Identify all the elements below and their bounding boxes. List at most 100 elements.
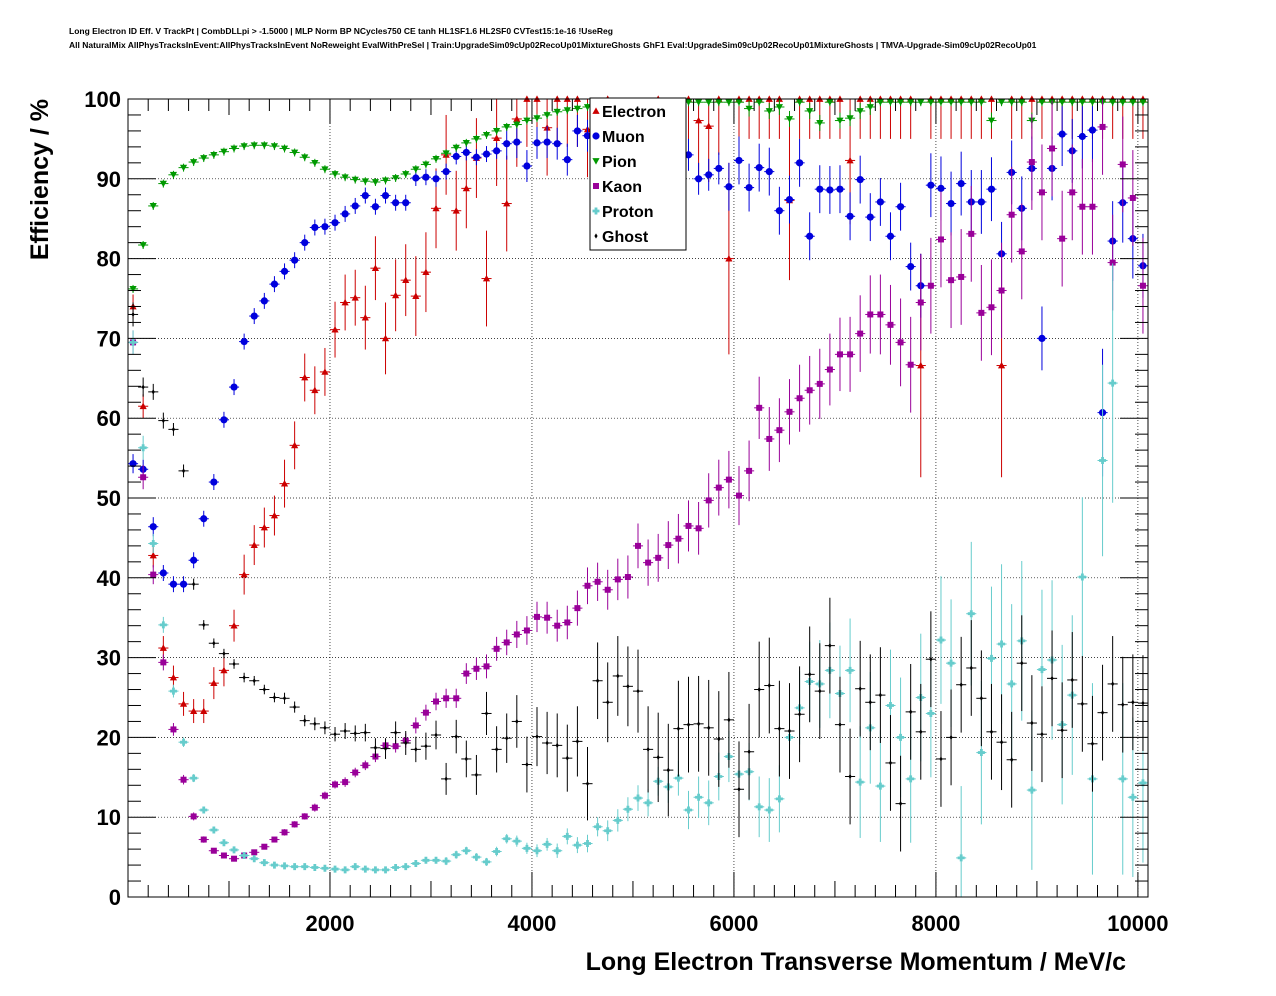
- data-point: [200, 707, 208, 714]
- data-point: [371, 203, 380, 211]
- data-point: [281, 829, 288, 836]
- data-point: [675, 535, 682, 542]
- data-point: [1141, 700, 1145, 706]
- data-point: [1078, 573, 1086, 581]
- data-point: [563, 156, 571, 164]
- data-point: [543, 138, 551, 146]
- data-point: [464, 756, 468, 762]
- legend-marker: [593, 183, 599, 189]
- data-point: [826, 99, 834, 106]
- data-point: [495, 746, 499, 752]
- data-point: [210, 826, 218, 834]
- data-point: [525, 761, 529, 768]
- data-point: [523, 627, 530, 634]
- data-point: [888, 760, 893, 766]
- data-point: [260, 142, 268, 149]
- data-point: [887, 321, 894, 328]
- data-point: [513, 837, 521, 845]
- data-point: [192, 581, 196, 587]
- data-point: [472, 136, 481, 143]
- data-point: [129, 338, 137, 346]
- data-point: [169, 687, 177, 695]
- data-point: [230, 622, 238, 629]
- data-point: [735, 492, 742, 499]
- data-point: [371, 264, 380, 272]
- data-point: [443, 695, 450, 702]
- data-point: [563, 107, 571, 114]
- data-point: [1088, 126, 1097, 134]
- x-tick-label: 4000: [507, 911, 556, 936]
- data-point: [402, 171, 410, 178]
- data-point: [676, 726, 680, 732]
- data-point: [857, 330, 864, 337]
- data-point: [957, 179, 965, 188]
- data-point: [997, 361, 1006, 369]
- data-point: [866, 104, 874, 111]
- data-point: [200, 155, 208, 162]
- data-point: [604, 586, 611, 593]
- data-point: [836, 185, 844, 193]
- series-kaon: [128, 99, 1148, 862]
- data-point: [1010, 757, 1014, 763]
- data-point: [694, 175, 703, 183]
- data-point: [646, 746, 650, 752]
- data-point: [1079, 203, 1086, 210]
- data-point: [767, 682, 771, 689]
- data-point: [614, 576, 621, 583]
- data-point: [655, 554, 662, 561]
- data-point: [686, 722, 691, 728]
- data-point: [1078, 132, 1086, 141]
- data-point: [361, 178, 369, 185]
- data-point: [1070, 677, 1074, 683]
- y-tick-label: 30: [97, 646, 121, 671]
- data-point: [1058, 99, 1066, 106]
- data-point: [190, 774, 198, 782]
- data-point: [281, 862, 289, 870]
- data-point: [666, 767, 670, 773]
- data-point: [797, 711, 802, 717]
- data-point: [876, 198, 884, 206]
- data-point: [462, 140, 470, 147]
- data-point: [382, 866, 390, 874]
- data-point: [503, 140, 511, 148]
- legend-marker: [592, 107, 600, 114]
- y-tick-label: 80: [97, 247, 121, 272]
- data-point: [373, 745, 378, 751]
- data-point: [363, 730, 367, 736]
- legend-marker: [592, 207, 600, 215]
- data-point: [361, 865, 369, 873]
- data-point: [383, 745, 388, 752]
- data-point: [392, 743, 399, 750]
- data-point: [260, 523, 268, 531]
- data-point: [554, 622, 561, 629]
- data-point: [270, 280, 279, 288]
- data-point: [785, 195, 794, 204]
- data-point: [351, 202, 359, 210]
- data-point: [381, 191, 390, 200]
- data-point: [331, 171, 339, 178]
- data-point: [392, 863, 400, 871]
- data-point: [139, 242, 147, 249]
- data-point: [1020, 660, 1024, 666]
- data-point: [583, 132, 592, 140]
- data-point: [886, 99, 895, 106]
- data-point: [1049, 145, 1056, 152]
- data-point: [271, 836, 278, 843]
- data-point: [202, 622, 206, 628]
- data-point: [503, 835, 511, 843]
- data-point: [493, 848, 501, 856]
- data-point: [230, 846, 238, 854]
- data-point: [656, 754, 660, 760]
- data-point: [190, 707, 198, 714]
- data-point: [624, 574, 631, 581]
- data-point: [987, 117, 996, 125]
- data-point: [725, 99, 733, 106]
- data-point: [775, 104, 783, 111]
- data-point: [149, 203, 157, 210]
- data-point: [634, 794, 642, 802]
- y-tick-label: 60: [97, 406, 121, 431]
- data-point: [1030, 720, 1034, 726]
- data-point: [323, 725, 327, 731]
- data-point: [159, 180, 167, 188]
- data-point: [897, 339, 904, 346]
